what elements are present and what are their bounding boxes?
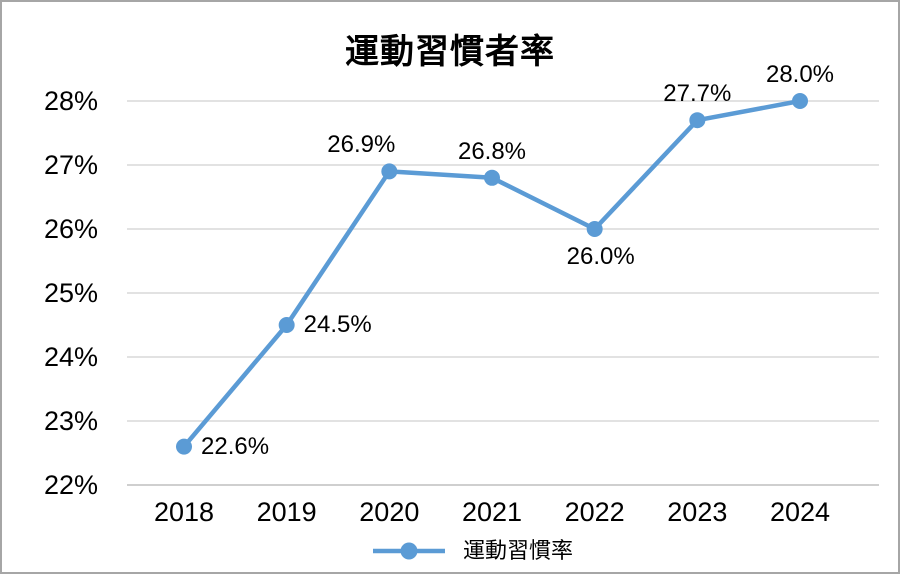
x-tick-label: 2020 — [359, 497, 420, 527]
data-label: 26.8% — [457, 137, 527, 165]
y-tick-label: 24% — [43, 342, 98, 372]
y-tick-label: 27% — [43, 150, 98, 180]
legend: 運動習慣率 — [371, 538, 573, 564]
y-tick-label: 22% — [43, 470, 98, 500]
data-label: 26.9% — [327, 131, 396, 159]
x-tick-label: 2021 — [461, 497, 523, 527]
x-tick-label: 2018 — [153, 497, 215, 527]
data-label: 26.0% — [566, 243, 635, 270]
y-tick-label: 26% — [43, 214, 98, 244]
chart-title: 運動習慣者率 — [345, 33, 555, 71]
x-tick-label: 2023 — [667, 497, 728, 527]
data-point-2021 — [484, 169, 500, 186]
y-tick-label: 23% — [43, 406, 98, 436]
data-point-2018 — [176, 438, 192, 455]
y-tick-label: 25% — [43, 278, 98, 308]
y-tick-label: 28% — [43, 86, 98, 116]
data-point-2024 — [792, 93, 808, 109]
x-tick-label: 2019 — [256, 497, 317, 527]
data-label: 27.7% — [663, 80, 732, 108]
data-point-2023 — [689, 112, 706, 129]
data-label: 22.6% — [201, 432, 270, 460]
x-tick-label: 2022 — [564, 497, 625, 527]
legend-label: 運動習慣率 — [462, 538, 574, 563]
data-label: 24.5% — [303, 311, 372, 338]
data-point-2020 — [381, 163, 398, 180]
x-tick-label: 2024 — [769, 497, 831, 527]
data-point-2019 — [278, 317, 295, 333]
data-point-2022 — [586, 221, 603, 237]
data-label: 28.0% — [765, 61, 835, 88]
legend-line-marker-icon — [372, 542, 445, 560]
